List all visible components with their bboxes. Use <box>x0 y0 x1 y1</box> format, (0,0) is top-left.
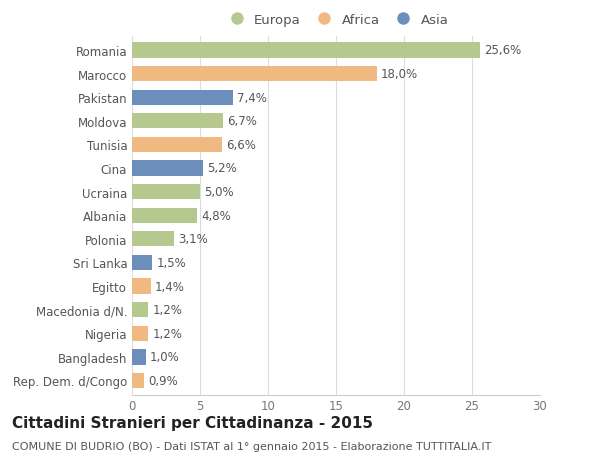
Bar <box>132 67 377 82</box>
Bar <box>132 373 144 388</box>
Bar <box>132 161 203 176</box>
Legend: Europa, Africa, Asia: Europa, Africa, Asia <box>224 14 448 27</box>
Bar <box>132 326 148 341</box>
Bar <box>132 43 480 58</box>
Bar <box>132 90 233 106</box>
Text: 4,8%: 4,8% <box>202 209 231 222</box>
Text: 5,2%: 5,2% <box>207 162 236 175</box>
Text: 1,5%: 1,5% <box>157 257 186 269</box>
Bar <box>132 232 174 247</box>
Bar <box>132 302 148 318</box>
Bar <box>132 208 197 224</box>
Text: 1,0%: 1,0% <box>149 351 179 364</box>
Bar <box>132 279 151 294</box>
Bar <box>132 255 152 270</box>
Bar <box>132 185 200 200</box>
Text: 1,2%: 1,2% <box>152 327 182 340</box>
Text: 0,9%: 0,9% <box>148 374 178 387</box>
Text: 1,4%: 1,4% <box>155 280 185 293</box>
Text: Cittadini Stranieri per Cittadinanza - 2015: Cittadini Stranieri per Cittadinanza - 2… <box>12 415 373 431</box>
Text: COMUNE DI BUDRIO (BO) - Dati ISTAT al 1° gennaio 2015 - Elaborazione TUTTITALIA.: COMUNE DI BUDRIO (BO) - Dati ISTAT al 1°… <box>12 441 491 451</box>
Bar <box>132 137 222 153</box>
Text: 18,0%: 18,0% <box>381 68 418 81</box>
Text: 7,4%: 7,4% <box>237 91 266 105</box>
Bar <box>132 349 146 365</box>
Text: 1,2%: 1,2% <box>152 303 182 316</box>
Text: 6,6%: 6,6% <box>226 139 256 151</box>
Text: 5,0%: 5,0% <box>204 186 234 199</box>
Text: 3,1%: 3,1% <box>178 233 208 246</box>
Text: 25,6%: 25,6% <box>484 45 521 57</box>
Bar <box>132 114 223 129</box>
Text: 6,7%: 6,7% <box>227 115 257 128</box>
